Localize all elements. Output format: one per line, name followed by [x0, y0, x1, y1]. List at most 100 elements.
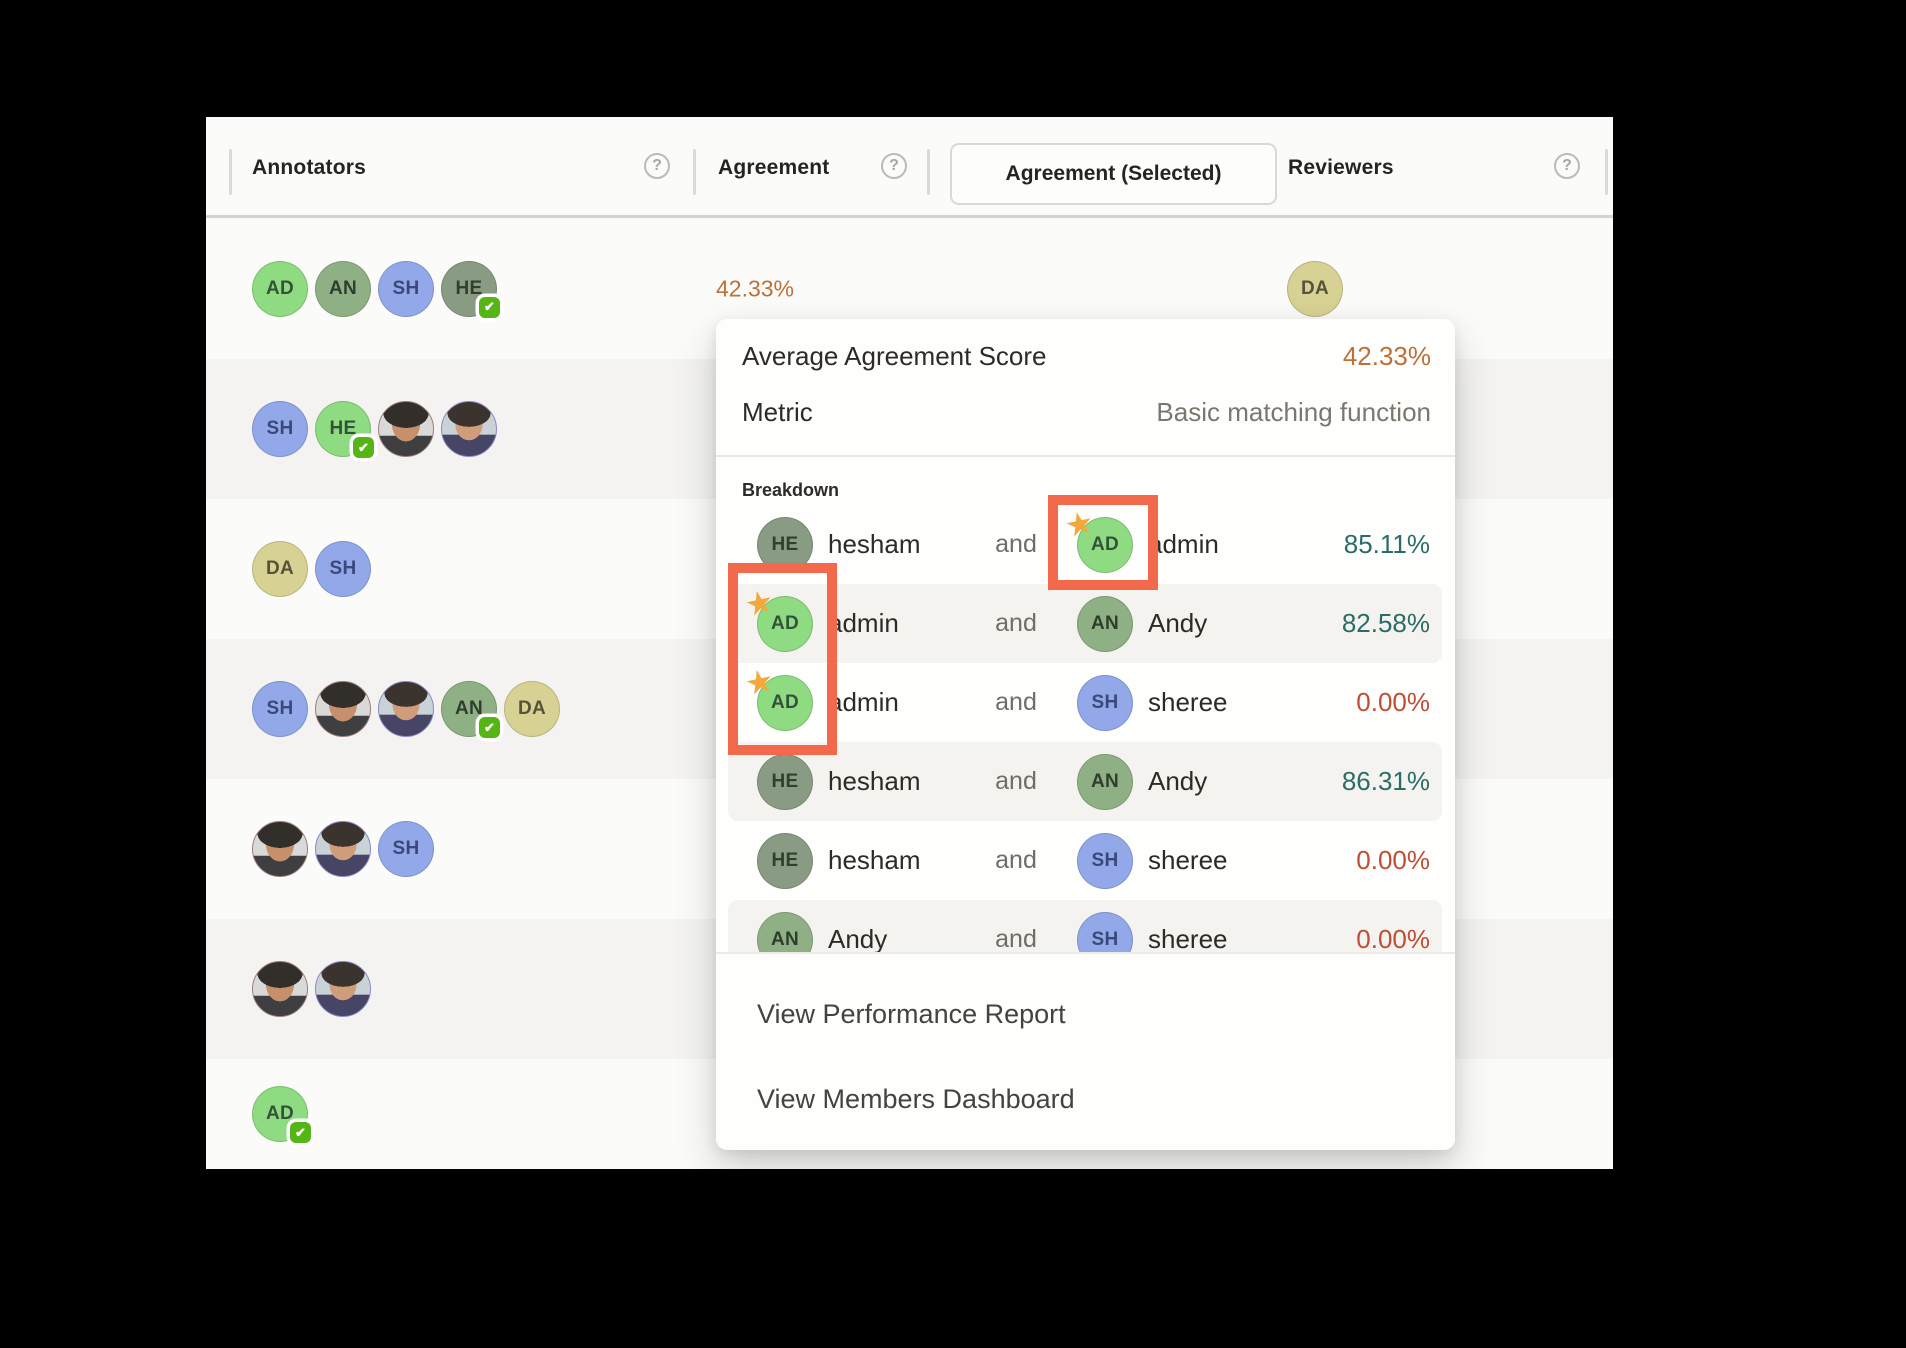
- column-divider: [693, 149, 696, 195]
- avatar[interactable]: SH: [378, 821, 434, 877]
- breakdown-row: AD ★ admin and SH sheree 0.00%: [716, 661, 1455, 742]
- breakdown-row: AD ★ admin and AN Andy 82.58%: [716, 582, 1455, 663]
- star-icon: ★: [741, 661, 778, 703]
- avatar[interactable]: HE: [757, 754, 813, 810]
- column-header-agreement[interactable]: Agreement: [718, 155, 830, 179]
- avatar[interactable]: SH: [252, 401, 308, 457]
- photo-avatar[interactable]: [252, 961, 308, 1017]
- avatar-initials: AN: [770, 929, 800, 950]
- avatar[interactable]: HE ✔: [441, 260, 500, 318]
- photo-avatar[interactable]: [315, 681, 371, 737]
- breakdown-score: 82.58%: [1341, 608, 1430, 638]
- breakdown-avatar-a: HE: [757, 754, 813, 810]
- annotators-cell: DA SH: [252, 541, 371, 597]
- avatar[interactable]: AD ★: [742, 661, 813, 731]
- avatar-initials: SH: [1091, 929, 1119, 950]
- avatar[interactable]: AD ✔: [252, 1086, 311, 1143]
- column-header-annotators[interactable]: Annotators: [252, 155, 366, 179]
- avatar-initials: AD: [770, 692, 800, 713]
- breakdown-row: HE hesham and AN Andy 86.31%: [716, 742, 1455, 821]
- reviewers-cell: DA: [1287, 260, 1343, 317]
- avatar[interactable]: AN: [1077, 754, 1133, 810]
- photo-avatar[interactable]: [252, 821, 308, 877]
- avatar[interactable]: AN: [315, 260, 371, 317]
- help-icon[interactable]: ?: [1554, 153, 1580, 179]
- breakdown-name-a: hesham: [828, 529, 921, 559]
- avatar[interactable]: SH: [1077, 675, 1133, 731]
- breakdown-name-a: hesham: [828, 845, 921, 875]
- breakdown-name-b: admin: [1148, 529, 1219, 559]
- breakdown-name-a: Andy: [828, 924, 888, 952]
- view-performance-report-link[interactable]: View Performance Report: [757, 998, 1066, 1029]
- avatar-initials: AD: [1090, 534, 1120, 555]
- agreement-popup: Average Agreement Score 42.33% Metric Ba…: [716, 319, 1455, 1150]
- avatar[interactable]: AD ★: [1062, 505, 1133, 573]
- view-members-dashboard-link[interactable]: View Members Dashboard: [757, 1083, 1075, 1114]
- avatar[interactable]: DA: [252, 541, 308, 597]
- avatar[interactable]: AD ★: [742, 582, 813, 652]
- avatar-initials: AD: [265, 277, 295, 299]
- avatar-initials: AD: [770, 613, 800, 634]
- avatar-initials: SH: [266, 698, 294, 719]
- avatar[interactable]: SH: [1077, 833, 1133, 889]
- avatar[interactable]: DA: [504, 681, 560, 737]
- avatar-initials: SH: [392, 838, 420, 859]
- breakdown-avatar-b: SH: [1077, 912, 1133, 952]
- avatar[interactable]: AN: [757, 912, 813, 952]
- average-agreement-label: Average Agreement Score: [742, 340, 1047, 371]
- column-divider: [927, 149, 930, 195]
- breakdown-conjunction: and: [995, 846, 1037, 874]
- avatar[interactable]: AN: [1077, 596, 1133, 652]
- avatar-initials: HE: [771, 850, 799, 871]
- photo-avatar[interactable]: [378, 681, 434, 737]
- breakdown-row: HE hesham and AD ★ admin 85.11%: [716, 505, 1455, 584]
- photo-avatar[interactable]: [315, 961, 371, 1017]
- breakdown-list: HE hesham and AD ★ admin 85.11% AD ★ adm…: [716, 505, 1455, 952]
- avatar-initials: DA: [265, 558, 295, 579]
- avatar-initials: HE: [455, 277, 483, 299]
- help-icon[interactable]: ?: [644, 153, 670, 179]
- column-header-reviewers[interactable]: Reviewers: [1288, 155, 1394, 179]
- avatar[interactable]: SH: [315, 541, 371, 597]
- avatar[interactable]: HE: [757, 517, 813, 573]
- avatar[interactable]: SH: [1077, 912, 1133, 952]
- breakdown-avatar-b: AD ★: [1062, 505, 1133, 573]
- breakdown-conjunction: and: [995, 609, 1037, 637]
- avatar[interactable]: AN ✔: [441, 681, 500, 738]
- photo-avatar[interactable]: [378, 401, 434, 457]
- avatar-initials: SH: [392, 277, 420, 299]
- avatar[interactable]: DA: [1287, 260, 1343, 317]
- help-icon[interactable]: ?: [881, 153, 907, 179]
- annotators-cell: [252, 961, 371, 1017]
- popup-divider: [716, 455, 1455, 457]
- avatar-initials: SH: [1091, 850, 1119, 871]
- avatar[interactable]: SH: [378, 260, 434, 317]
- avatar-initials: SH: [1091, 692, 1119, 713]
- verified-check-icon: ✔: [290, 1122, 311, 1143]
- avatar-initials: HE: [329, 418, 357, 439]
- column-divider: [1605, 149, 1608, 195]
- avatar[interactable]: HE ✔: [315, 401, 374, 458]
- breakdown-row: AN Andy and SH sheree 0.00%: [716, 900, 1455, 952]
- avatar-initials: AN: [328, 277, 358, 299]
- avatar[interactable]: SH: [252, 681, 308, 737]
- avatar-initials: HE: [771, 771, 799, 792]
- annotators-cell: AD ✔: [252, 1086, 311, 1143]
- photo-avatar[interactable]: [315, 821, 371, 877]
- avatar[interactable]: HE: [757, 833, 813, 889]
- column-header-agreement-selected[interactable]: Agreement (Selected): [950, 143, 1277, 205]
- breakdown-name-a: admin: [828, 608, 899, 638]
- breakdown-conjunction: and: [995, 925, 1037, 952]
- breakdown-label: Breakdown: [742, 479, 840, 500]
- photo-avatar[interactable]: [441, 401, 497, 457]
- breakdown-score: 0.00%: [1356, 924, 1430, 952]
- agreement-score[interactable]: 42.33%: [716, 275, 795, 301]
- annotators-cell: SH: [252, 821, 434, 877]
- breakdown-score: 85.11%: [1343, 529, 1430, 559]
- breakdown-avatar-b: AN: [1077, 596, 1133, 652]
- star-icon: ★: [741, 582, 778, 624]
- breakdown-name-b: sheree: [1148, 845, 1228, 875]
- avatar-initials: DA: [1300, 277, 1330, 299]
- avatar[interactable]: AD: [252, 260, 308, 317]
- annotators-cell: SH AN ✔ DA: [252, 681, 560, 738]
